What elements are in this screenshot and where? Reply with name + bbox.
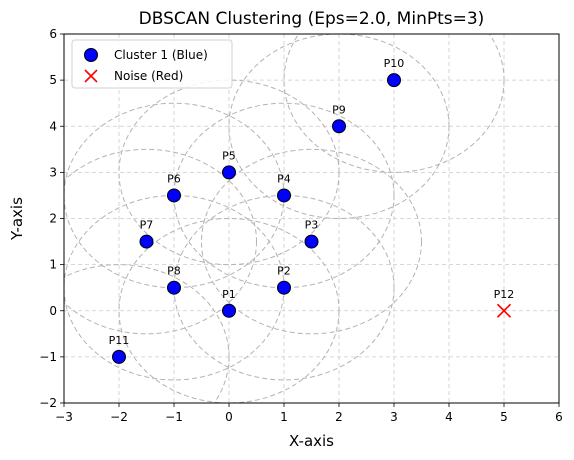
point-label: P5 [222, 149, 236, 162]
point-label: P7 [140, 219, 154, 232]
point-label: P6 [167, 172, 181, 185]
point-label: P9 [332, 103, 346, 116]
y-tick-label: 3 [49, 165, 57, 179]
point-label: P10 [384, 57, 405, 70]
cluster-point [222, 303, 236, 318]
x-tick-label: 2 [335, 410, 343, 424]
x-tick-label: 0 [225, 410, 233, 424]
y-tick-label: 0 [49, 304, 57, 318]
x-tick-label: 6 [555, 410, 563, 424]
y-tick-label: 6 [49, 27, 57, 41]
cluster-point [167, 188, 181, 203]
point-label: P3 [305, 219, 319, 232]
x-tick-label: 5 [500, 410, 508, 424]
legend-label: Noise (Red) [114, 69, 183, 83]
x-tick-label: 3 [390, 410, 398, 424]
eps-circle [64, 264, 230, 403]
y-axis-label: Y-axis [8, 197, 26, 241]
x-tick-label: −2 [110, 410, 128, 424]
eps-circle [283, 34, 505, 173]
eps-circle [64, 148, 257, 335]
point-label: P11 [109, 334, 130, 347]
cluster-point [222, 165, 236, 180]
eps-circle [201, 148, 422, 335]
x-tick-label: 4 [445, 410, 453, 424]
legend-marker-circle [84, 48, 98, 62]
data-points [112, 73, 512, 364]
legend: Cluster 1 (Blue) Noise (Red) [71, 39, 233, 89]
noise-point [496, 303, 512, 318]
point-labels: P1 P2 P3 P4 P5 P6 P7 P8 P9 P10 P11 P12 [109, 57, 515, 347]
point-label: P1 [222, 288, 236, 301]
cluster-point [332, 119, 346, 134]
cluster-point [304, 234, 319, 249]
y-tick-label: 5 [49, 73, 57, 87]
y-tick-label: 2 [49, 212, 57, 226]
cluster-point [277, 280, 291, 295]
y-tick-label: −2 [39, 396, 57, 410]
legend-label: Cluster 1 (Blue) [114, 48, 208, 62]
cluster-point [139, 234, 154, 249]
legend-marker-x [84, 69, 98, 83]
cluster-point [277, 188, 291, 203]
chart-title: DBSCAN Clustering (Eps=2.0, MinPts=3) [139, 9, 485, 29]
eps-circle [173, 102, 395, 289]
cluster-point [387, 73, 401, 88]
point-label: P2 [277, 265, 291, 278]
cluster-point [112, 349, 126, 364]
eps-circle [228, 34, 450, 219]
eps-circle [118, 218, 340, 403]
cluster-point [167, 280, 181, 295]
y-tick-label: 1 [49, 258, 57, 272]
x-axis-label: X-axis [289, 432, 334, 450]
point-label: P4 [277, 172, 291, 185]
x-tick-label: −3 [55, 410, 73, 424]
y-tick-label: 4 [49, 119, 57, 133]
noise-x-stroke [496, 303, 512, 318]
y-tick-label: −1 [39, 350, 57, 364]
point-label: P12 [494, 288, 515, 301]
legend-box [71, 39, 233, 89]
x-tick-label: −1 [165, 410, 183, 424]
x-tick-label: 1 [280, 410, 288, 424]
point-label: P8 [167, 265, 181, 278]
